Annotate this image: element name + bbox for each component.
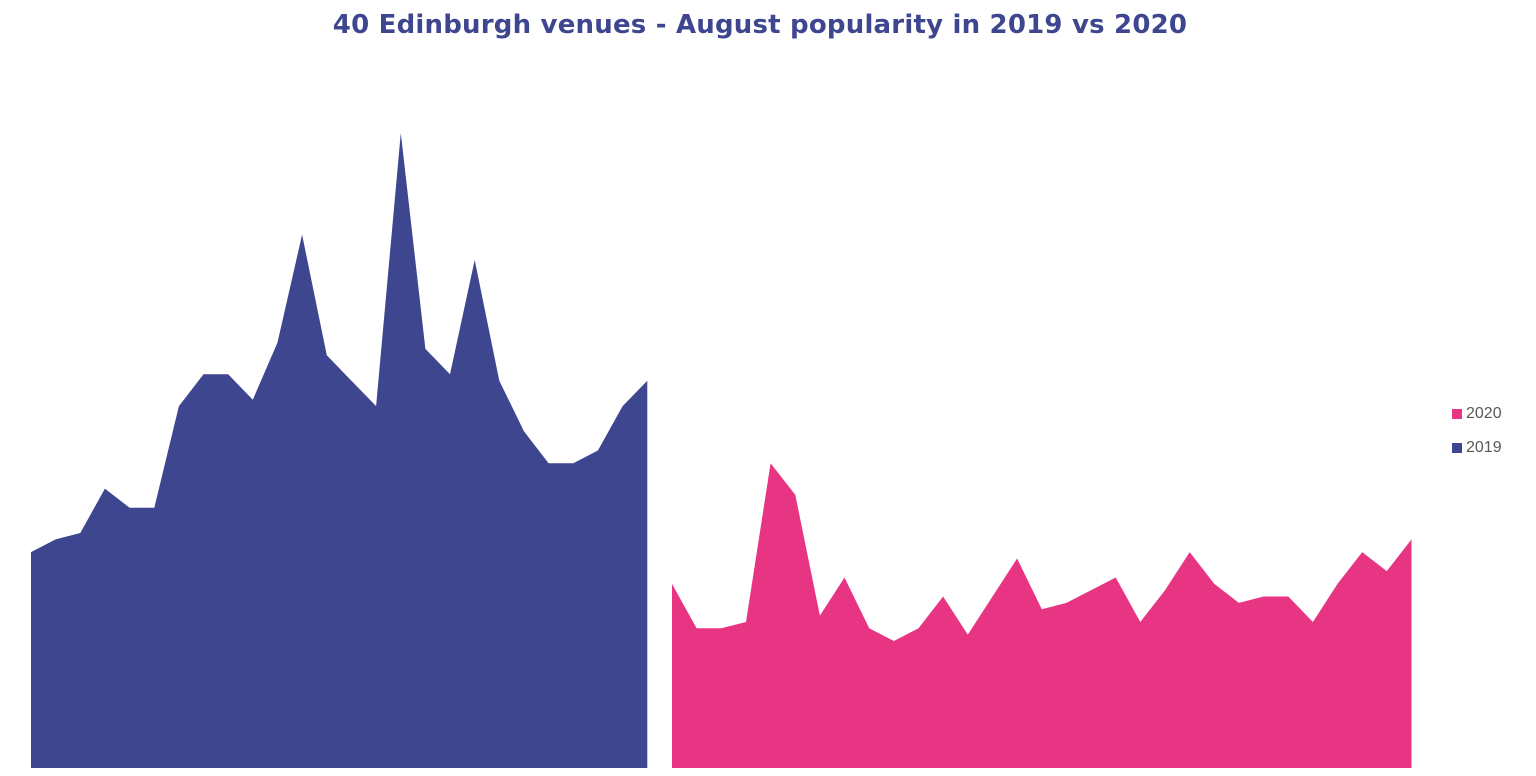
area-series-2020 (672, 463, 1412, 768)
legend-item-2019: 2019 (1452, 439, 1502, 457)
chart-title: 40 Edinburgh venues - August popularity … (332, 10, 1188, 40)
area-series-2019 (31, 133, 648, 768)
legend-item-2020: 2020 (1452, 405, 1502, 423)
legend-swatch-2020 (1452, 409, 1462, 419)
legend-label-2019: 2019 (1466, 439, 1502, 456)
legend-label-2020: 2020 (1466, 405, 1502, 422)
legend-swatch-2019 (1452, 443, 1462, 453)
